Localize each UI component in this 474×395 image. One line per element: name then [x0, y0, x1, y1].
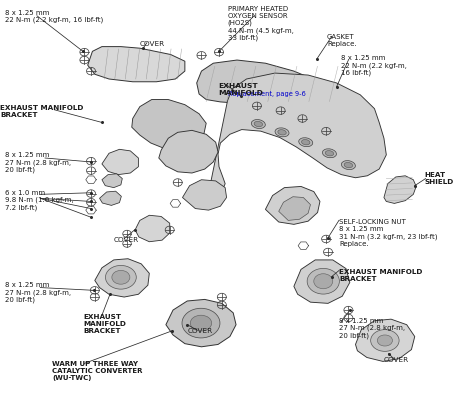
Ellipse shape — [322, 149, 337, 158]
Polygon shape — [265, 186, 320, 224]
Ellipse shape — [275, 128, 289, 137]
Text: COVER: COVER — [114, 237, 139, 243]
Ellipse shape — [105, 265, 137, 289]
Text: 8 x 1.25 mm
22 N-m (2.2 kgf-m,
16 lbf-ft): 8 x 1.25 mm 22 N-m (2.2 kgf-m, 16 lbf-ft… — [341, 55, 407, 76]
Polygon shape — [95, 259, 149, 297]
Text: EXHAUST MANIFOLD
BRACKET: EXHAUST MANIFOLD BRACKET — [0, 105, 83, 118]
Text: 8 x 1.25 mm
27 N-m (2.8 kgf-m,
20 lbf-ft): 8 x 1.25 mm 27 N-m (2.8 kgf-m, 20 lbf-ft… — [5, 152, 71, 173]
Text: GASKET
Replace.: GASKET Replace. — [327, 34, 356, 47]
Ellipse shape — [314, 274, 333, 289]
Text: EXHAUST MANIFOLD
BRACKET: EXHAUST MANIFOLD BRACKET — [339, 269, 422, 282]
Polygon shape — [102, 149, 138, 175]
Ellipse shape — [377, 335, 392, 346]
Ellipse shape — [112, 270, 130, 284]
Ellipse shape — [371, 329, 399, 352]
Polygon shape — [182, 180, 227, 210]
Polygon shape — [135, 215, 170, 242]
Polygon shape — [384, 176, 416, 203]
Text: COVER: COVER — [384, 357, 409, 363]
Text: 8 x 1.25 mm
27 N-m (2.8 kgf-m,
20 lbf-ft): 8 x 1.25 mm 27 N-m (2.8 kgf-m, 20 lbf-ft… — [5, 282, 71, 303]
Polygon shape — [294, 260, 350, 303]
Ellipse shape — [251, 120, 265, 128]
Text: SELF-LOCKING NUT
8 x 1.25 mm
31 N-m (3.2 kgf-m, 23 lbf-ft)
Replace.: SELF-LOCKING NUT 8 x 1.25 mm 31 N-m (3.2… — [339, 219, 438, 247]
Text: COVER: COVER — [187, 328, 212, 334]
Polygon shape — [102, 174, 122, 188]
Ellipse shape — [254, 121, 263, 127]
Text: Replacement, page 9-6: Replacement, page 9-6 — [228, 91, 305, 97]
Ellipse shape — [278, 130, 286, 135]
Polygon shape — [132, 100, 206, 149]
Ellipse shape — [190, 315, 211, 331]
Polygon shape — [197, 60, 337, 115]
Ellipse shape — [301, 139, 310, 145]
Text: HEAT
SHIELD: HEAT SHIELD — [424, 172, 454, 185]
Ellipse shape — [182, 308, 220, 338]
Ellipse shape — [299, 138, 313, 147]
Polygon shape — [279, 197, 310, 220]
Text: COVER: COVER — [140, 41, 165, 47]
Text: PRIMARY HEATED
OXYGEN SENSOR
(HO2S)
44 N-m (4.5 kgf-m,
33 lbf-ft): PRIMARY HEATED OXYGEN SENSOR (HO2S) 44 N… — [228, 6, 293, 41]
Polygon shape — [159, 130, 218, 173]
Polygon shape — [88, 47, 185, 82]
Text: WARM UP THREE WAY
CATALYTIC CONVERTER
(WU-TWC): WARM UP THREE WAY CATALYTIC CONVERTER (W… — [52, 361, 143, 382]
Polygon shape — [208, 73, 386, 198]
Text: 6 x 1.0 mm
9.8 N-m (1.0 kgf-m,
7.2 lbf-ft): 6 x 1.0 mm 9.8 N-m (1.0 kgf-m, 7.2 lbf-f… — [5, 190, 73, 211]
Polygon shape — [356, 319, 415, 361]
Ellipse shape — [341, 161, 356, 169]
Text: EXHAUST
MANIFOLD
BRACKET: EXHAUST MANIFOLD BRACKET — [83, 314, 126, 334]
Text: EXHAUST
MANIFOLD: EXHAUST MANIFOLD — [218, 83, 263, 96]
Ellipse shape — [344, 162, 353, 168]
Polygon shape — [166, 299, 236, 347]
Polygon shape — [100, 191, 121, 205]
Text: 8 x 1.25 mm
27 N-m (2.8 kgf-m,
20 lbf-ft): 8 x 1.25 mm 27 N-m (2.8 kgf-m, 20 lbf-ft… — [339, 318, 405, 339]
Ellipse shape — [307, 269, 339, 294]
Ellipse shape — [325, 150, 334, 156]
Text: 8 x 1.25 mm
22 N-m (2.2 kgf-m, 16 lbf-ft): 8 x 1.25 mm 22 N-m (2.2 kgf-m, 16 lbf-ft… — [5, 10, 103, 23]
